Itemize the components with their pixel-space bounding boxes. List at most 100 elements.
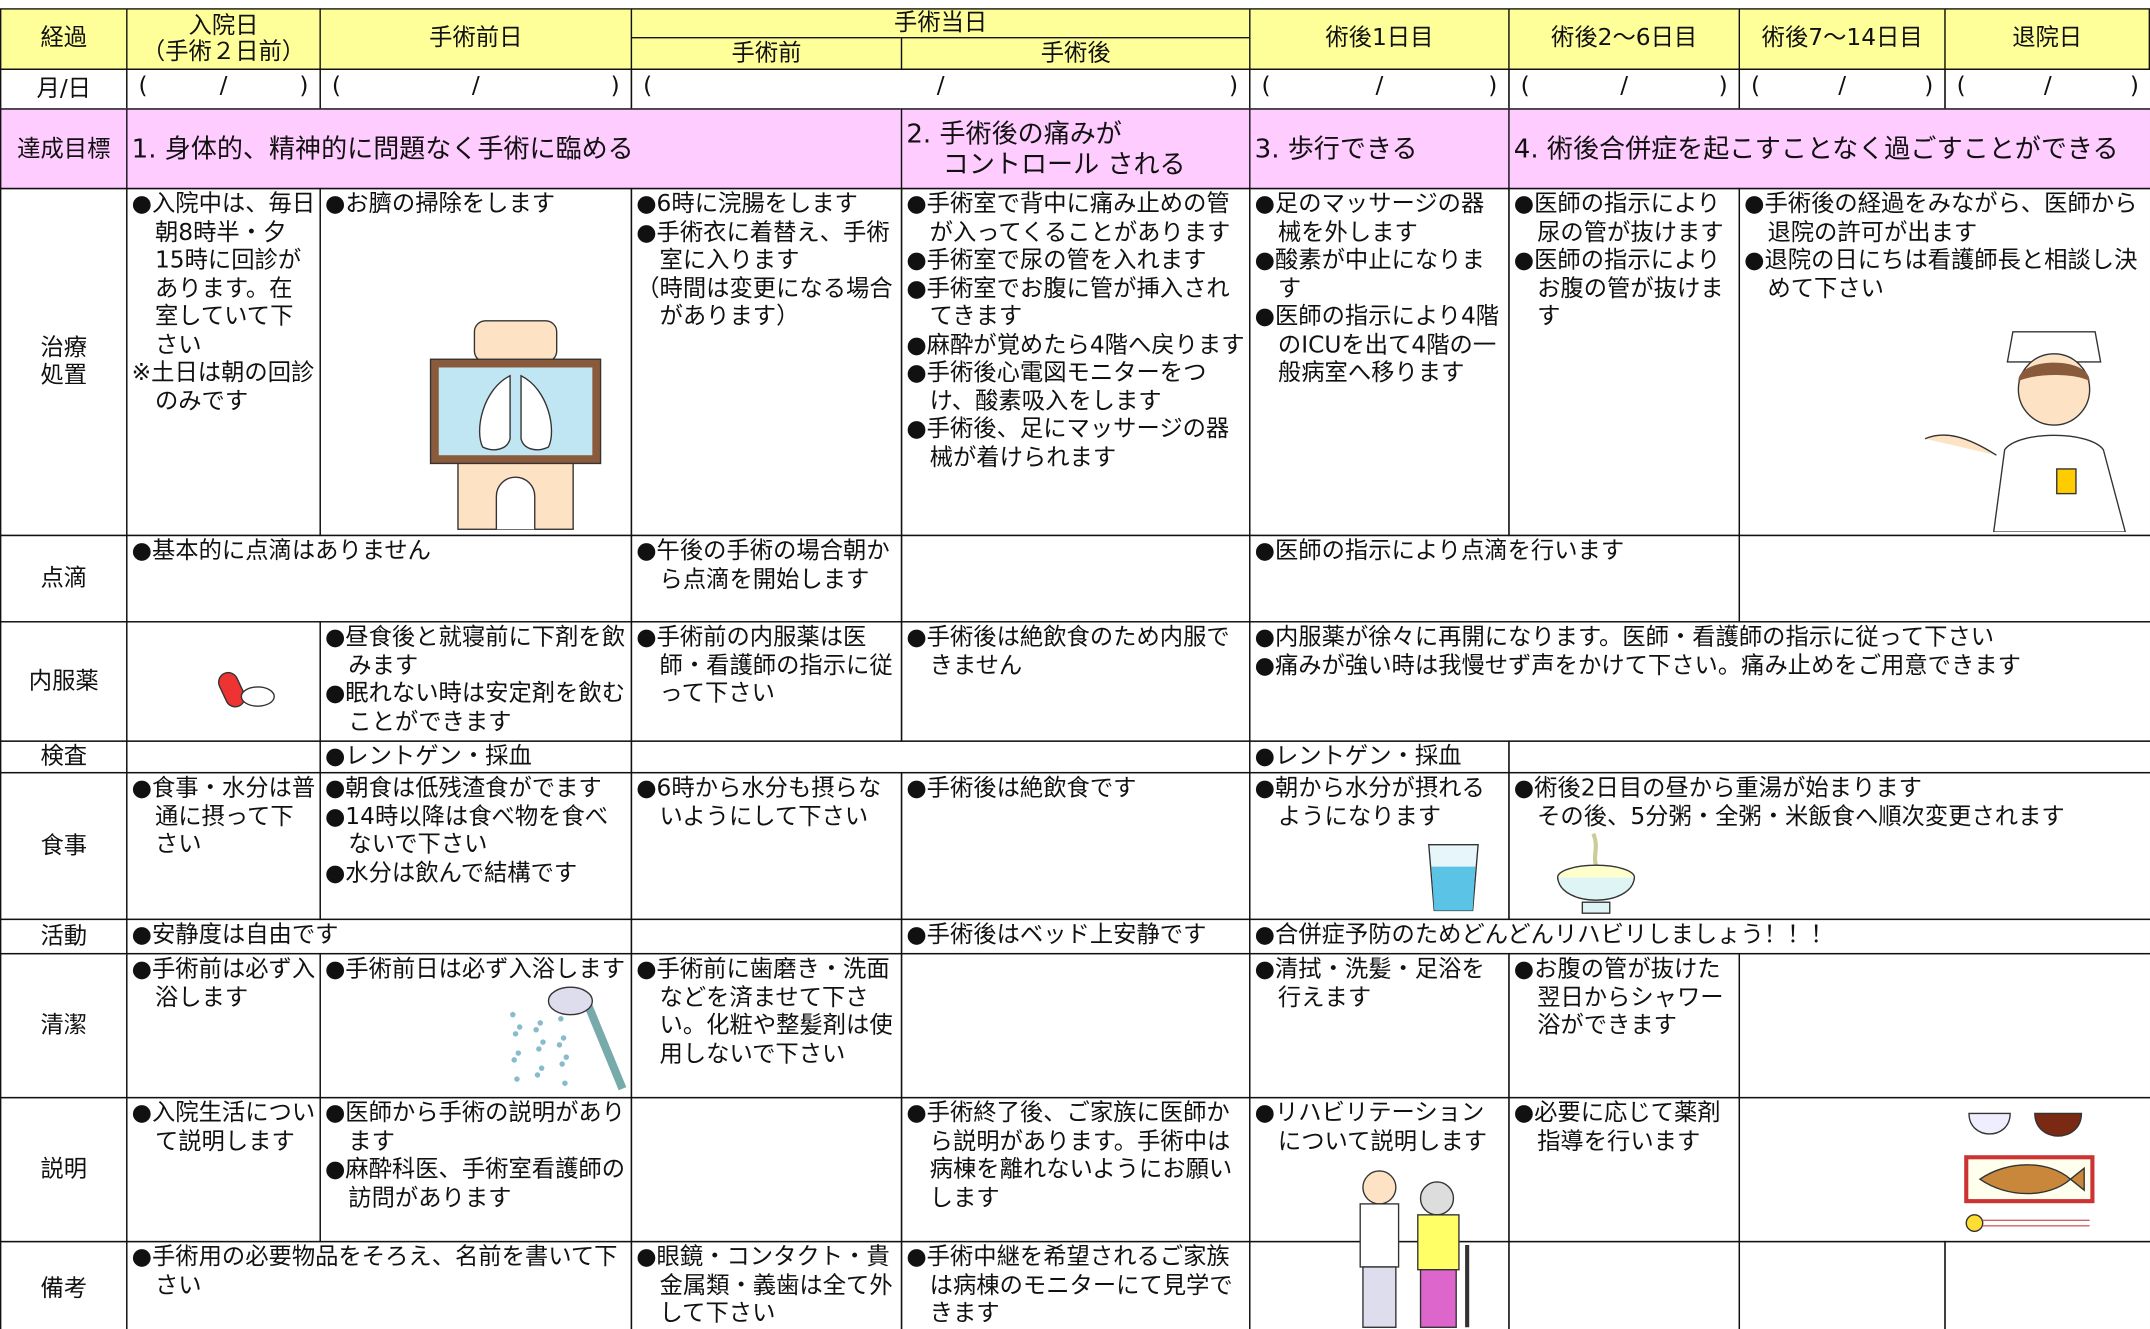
cell: ●昼食後と就寝前に下剤を飲みます ●眠れない時は安定剤を飲むことができます	[319, 621, 633, 742]
cell-text: ●医師の指示により点滴を行います	[1254, 537, 1625, 565]
cell: ●食事・水分は普通に摂って下さい	[126, 771, 321, 921]
cell: ●朝食は低残渣食がでます ●14時以降は食べ物を食べないで下さい ●水分は飲んで結構…	[319, 771, 633, 921]
illustration	[1556, 832, 1636, 914]
cell-text: ●昼食後と就寝前に下剤を飲みます	[324, 623, 626, 680]
label-text: 月/日	[36, 75, 91, 103]
header-cell: 術後7〜14日目	[1738, 8, 1946, 70]
cell: ●6時から水分も摂らないようにして下さい	[630, 771, 903, 921]
cell-text: ●眠れない時は安定剤を飲むことができます	[324, 680, 626, 736]
cell: ●足のマッサージの器械を外します ●酸素が中止になります ●医師の指示により4階のI…	[1249, 187, 1510, 537]
cell: ●レントゲン・採血	[319, 740, 633, 774]
row-label: 備考	[0, 1240, 128, 1329]
cell	[900, 534, 1251, 623]
cell-text: ●手術前日は必ず入浴します	[324, 955, 626, 984]
date-cell: ( / )	[1738, 68, 1946, 110]
illustration	[1359, 1170, 1470, 1328]
cell: ●手術前日は必ず入浴します	[319, 952, 633, 1099]
cell-text: ●お臍の掃除をします	[324, 190, 556, 219]
date-cell: ( / )	[630, 68, 1251, 110]
cell: ●お腹の管が抜けた翌日からシャワー浴ができます	[1508, 952, 1741, 1099]
illustration	[1924, 331, 2127, 533]
cell-text: ●手術後、足にマッサージの器械が着けられます	[906, 415, 1230, 471]
date-cell: ( / )	[1508, 68, 1741, 110]
row-label: 食事	[0, 771, 128, 921]
cell: ●手術前に歯磨き・洗面などを済ませて下さい。化粧や整髪剤は使用しないで下さい	[630, 952, 903, 1099]
cell: ●手術終了後、ご家族に医師から説明があります。手術中は病棟を離れないようにお願い…	[900, 1096, 1251, 1243]
cell: ●6時に浣腸をします ●手術衣に着替え、手術室に入ります （時間は変更になる場合があ…	[630, 187, 903, 537]
header-text: （手術２日前）	[141, 37, 306, 66]
cell: ●入院中は、毎日朝8時半・夕15時に回診があります。在室していて下さい ※土日は朝…	[126, 187, 321, 537]
cell: ●手術前は必ず入浴します	[126, 952, 321, 1099]
cell: ●午後の手術の場合朝から点滴を開始します	[630, 534, 903, 623]
goal-cell: 4. 術後合併症を起こすことなく過ごすことができる	[1508, 108, 2150, 190]
cell-text: ●午後の手術の場合朝から点滴を開始します	[636, 537, 890, 594]
label-text: 活動	[40, 922, 88, 950]
cell-text: ●入院生活について説明します	[131, 1099, 316, 1156]
label-text: 食事	[40, 831, 88, 860]
cell: ●必要に応じて薬剤指導を行います	[1508, 1096, 1741, 1243]
cell-text: ●退院の日にちは看護師長と相談し決めて下さい	[1744, 246, 2138, 303]
cell-text: ●手術後の経過をみながら、医師から退院の許可が出ます	[1744, 190, 2138, 247]
cell-text: ●レントゲン・採血	[324, 743, 532, 771]
header-text: 術後2〜6日目	[1551, 24, 1698, 53]
cell-text: ●朝から水分が摂れるようになります	[1254, 774, 1485, 831]
cell-text: ●手術終了後、ご家族に医師から説明があります。手術中は病棟を離れないようにお願い…	[906, 1099, 1233, 1212]
cell: ●手術中継を希望されるご家族は病棟のモニターにて見学できます	[900, 1240, 1251, 1329]
cell-text: コントロール される	[942, 148, 1186, 179]
header-cell: 退院日	[1944, 8, 2150, 70]
cell-text: ●医師の指示により尿の管が抜けます	[1513, 190, 1724, 247]
row-label: 活動	[0, 918, 128, 955]
row-label: 清潔	[0, 952, 128, 1099]
cell-text: ●手術前に歯磨き・洗面などを済ませて下さい。化粧や整髪剤は使用しないで下さい	[636, 955, 893, 1068]
row-label: 治療 処置	[0, 187, 128, 537]
header-cell: 手術前	[630, 37, 903, 70]
cell: ●医師の指示により尿の管が抜けます ●医師の指示によりお腹の管が抜けます	[1508, 187, 1741, 537]
cell-text: ●手術後はベッド上安静です	[906, 921, 1207, 949]
label-text: 清潔	[40, 1011, 88, 1040]
row-label: 月/日	[0, 68, 128, 110]
cell-text: ●酸素が中止になります	[1254, 246, 1485, 303]
cell: ●手術用の必要物品をそろえ、名前を書いて下さい	[126, 1240, 633, 1329]
header-text: 入院日	[188, 11, 259, 40]
cell-text: ●手術後心電図モニターをつけ、酸素吸入をします	[906, 359, 1207, 415]
label-text: 達成目標	[17, 135, 111, 163]
cell-text: 3. 歩行できる	[1254, 133, 1418, 164]
header-text: 術後1日目	[1325, 24, 1434, 53]
cell: ●基本的に点滴はありません	[126, 534, 633, 623]
illustration	[1428, 843, 1479, 912]
cell-text: ●手術衣に着替え、手術室に入ります	[636, 218, 890, 275]
header-cell: 手術前日	[319, 8, 633, 70]
cell-text: ●手術中継を希望されるご家族は病棟のモニターにて見学できます	[906, 1243, 1233, 1328]
cell-text: ●眼鏡・コンタクト・貴金属類・義歯は全て外して下さい	[636, 1243, 893, 1328]
cell-text: 2. 手術後の痛みが	[906, 118, 1122, 149]
cell-text: ●安静度は自由です	[131, 921, 339, 949]
row-label: 検査	[0, 740, 128, 774]
cell: ●清拭・洗髪・足浴を行えます	[1249, 952, 1510, 1099]
header-text: 退院日	[2012, 24, 2083, 53]
header-cell: 術後1日目	[1249, 8, 1510, 70]
cell-text: ●手術室でお腹に管が挿入されてきます	[906, 274, 1230, 331]
header-text: 手術前	[731, 39, 802, 67]
header-cell: 経過	[0, 8, 128, 70]
cell-text: ●食事・水分は普通に摂って下さい	[131, 774, 316, 859]
cell: ●医師の指示により点滴を行います	[1249, 534, 1741, 623]
cell-text: ●手術後は絶飲食です	[906, 774, 1137, 803]
cell-text: ●リハビリテーションについて説明します	[1254, 1099, 1488, 1156]
cell	[900, 952, 1251, 1099]
date-cell: ( / )	[1944, 68, 2150, 110]
label-text: 点滴	[40, 564, 88, 593]
label-text: 治療	[40, 333, 88, 362]
cell: ●手術室で背中に痛み止めの管が入ってくることがあります ●手術室で尿の管を入れます…	[900, 187, 1251, 537]
cell-text: その後、5分粥・全粥・米飯食へ順次変更されます	[1537, 802, 2065, 831]
label-text: 検査	[40, 742, 88, 771]
cell-text: ●内服薬が徐々に再開になります。医師・看護師の指示に従って下さい	[1254, 623, 1995, 652]
cell-text: ※土日は朝の回診のみです	[131, 359, 315, 415]
cell-text: ●手術前は必ず入浴します	[131, 955, 316, 1012]
cell: ●手術前の内服薬は医師・看護師の指示に従って下さい	[630, 621, 903, 742]
illustration	[1964, 1112, 2095, 1232]
cell-text: ●6時に浣腸をします	[636, 190, 858, 219]
illustration	[429, 320, 602, 530]
cell: ●眼鏡・コンタクト・貴金属類・義歯は全て外して下さい	[630, 1240, 903, 1329]
date-cell: ( / )	[319, 68, 633, 110]
cell: ●入院生活について説明します	[126, 1096, 321, 1243]
